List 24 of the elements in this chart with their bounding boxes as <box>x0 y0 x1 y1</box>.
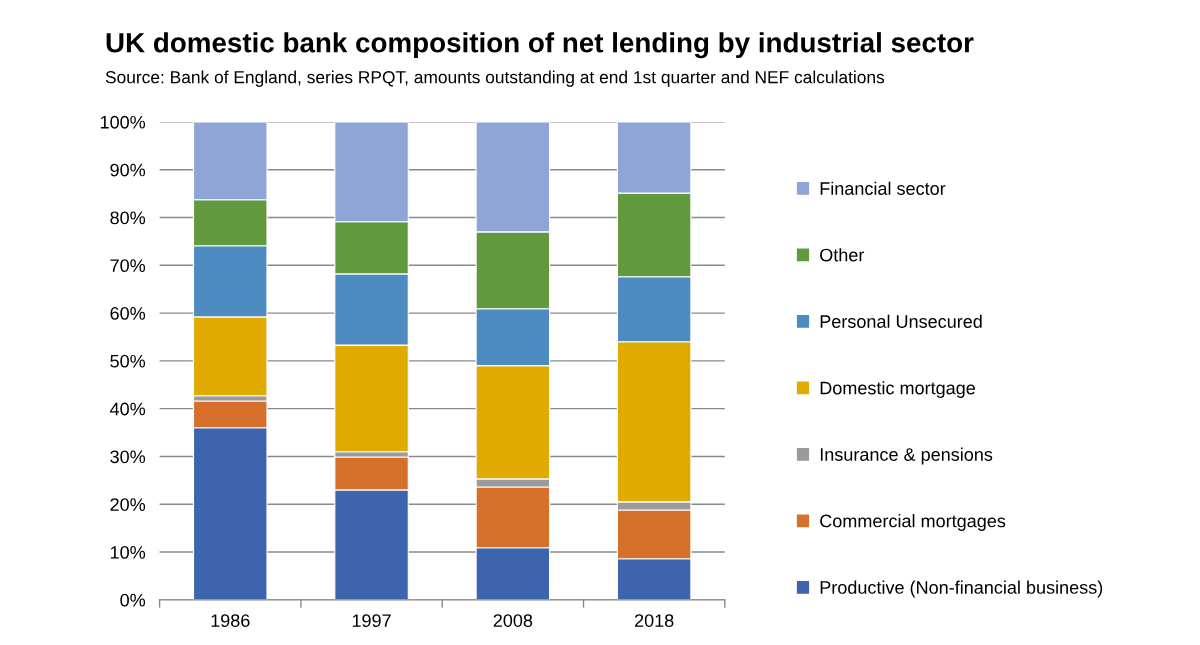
legend-label: Insurance & pensions <box>820 447 993 465</box>
y-tick-label: 80% <box>110 211 146 225</box>
y-tick-label: 70% <box>110 259 146 273</box>
y-tick-label: 0% <box>120 593 146 607</box>
y-tick-label: 10% <box>110 545 146 559</box>
x-tick-label: 2008 <box>493 614 533 627</box>
legend-label: Personal Unsecured <box>820 314 982 328</box>
y-tick-label: 20% <box>110 498 146 511</box>
x-tick-label: 2018 <box>634 614 674 627</box>
chart-title: UK domestic bank composition of net lending by industrial sector <box>106 32 974 59</box>
legend-label: Productive (Non-financial business) <box>820 580 1103 598</box>
x-tick-label: 1986 <box>211 614 250 627</box>
y-tick-label: 90% <box>110 163 146 177</box>
chart-subtitle: Source: Bank of England, series RPQT, amounts outstanding at end 1st quarter and NEF calculations <box>105 70 885 87</box>
y-tick-label: 40% <box>109 402 146 416</box>
legend-label: Commercial mortgages <box>820 514 1006 531</box>
y-tick-label: 60% <box>110 307 146 320</box>
y-tick-label: 30% <box>110 450 146 464</box>
legend-label: Other <box>820 248 865 262</box>
y-tick-label: 100% <box>100 115 146 129</box>
legend-label: Domestic mortgage <box>820 381 975 398</box>
x-tick-label: 1997 <box>352 614 391 627</box>
legend-label: Financial sector <box>820 181 946 195</box>
y-tick-label: 50% <box>110 354 146 368</box>
